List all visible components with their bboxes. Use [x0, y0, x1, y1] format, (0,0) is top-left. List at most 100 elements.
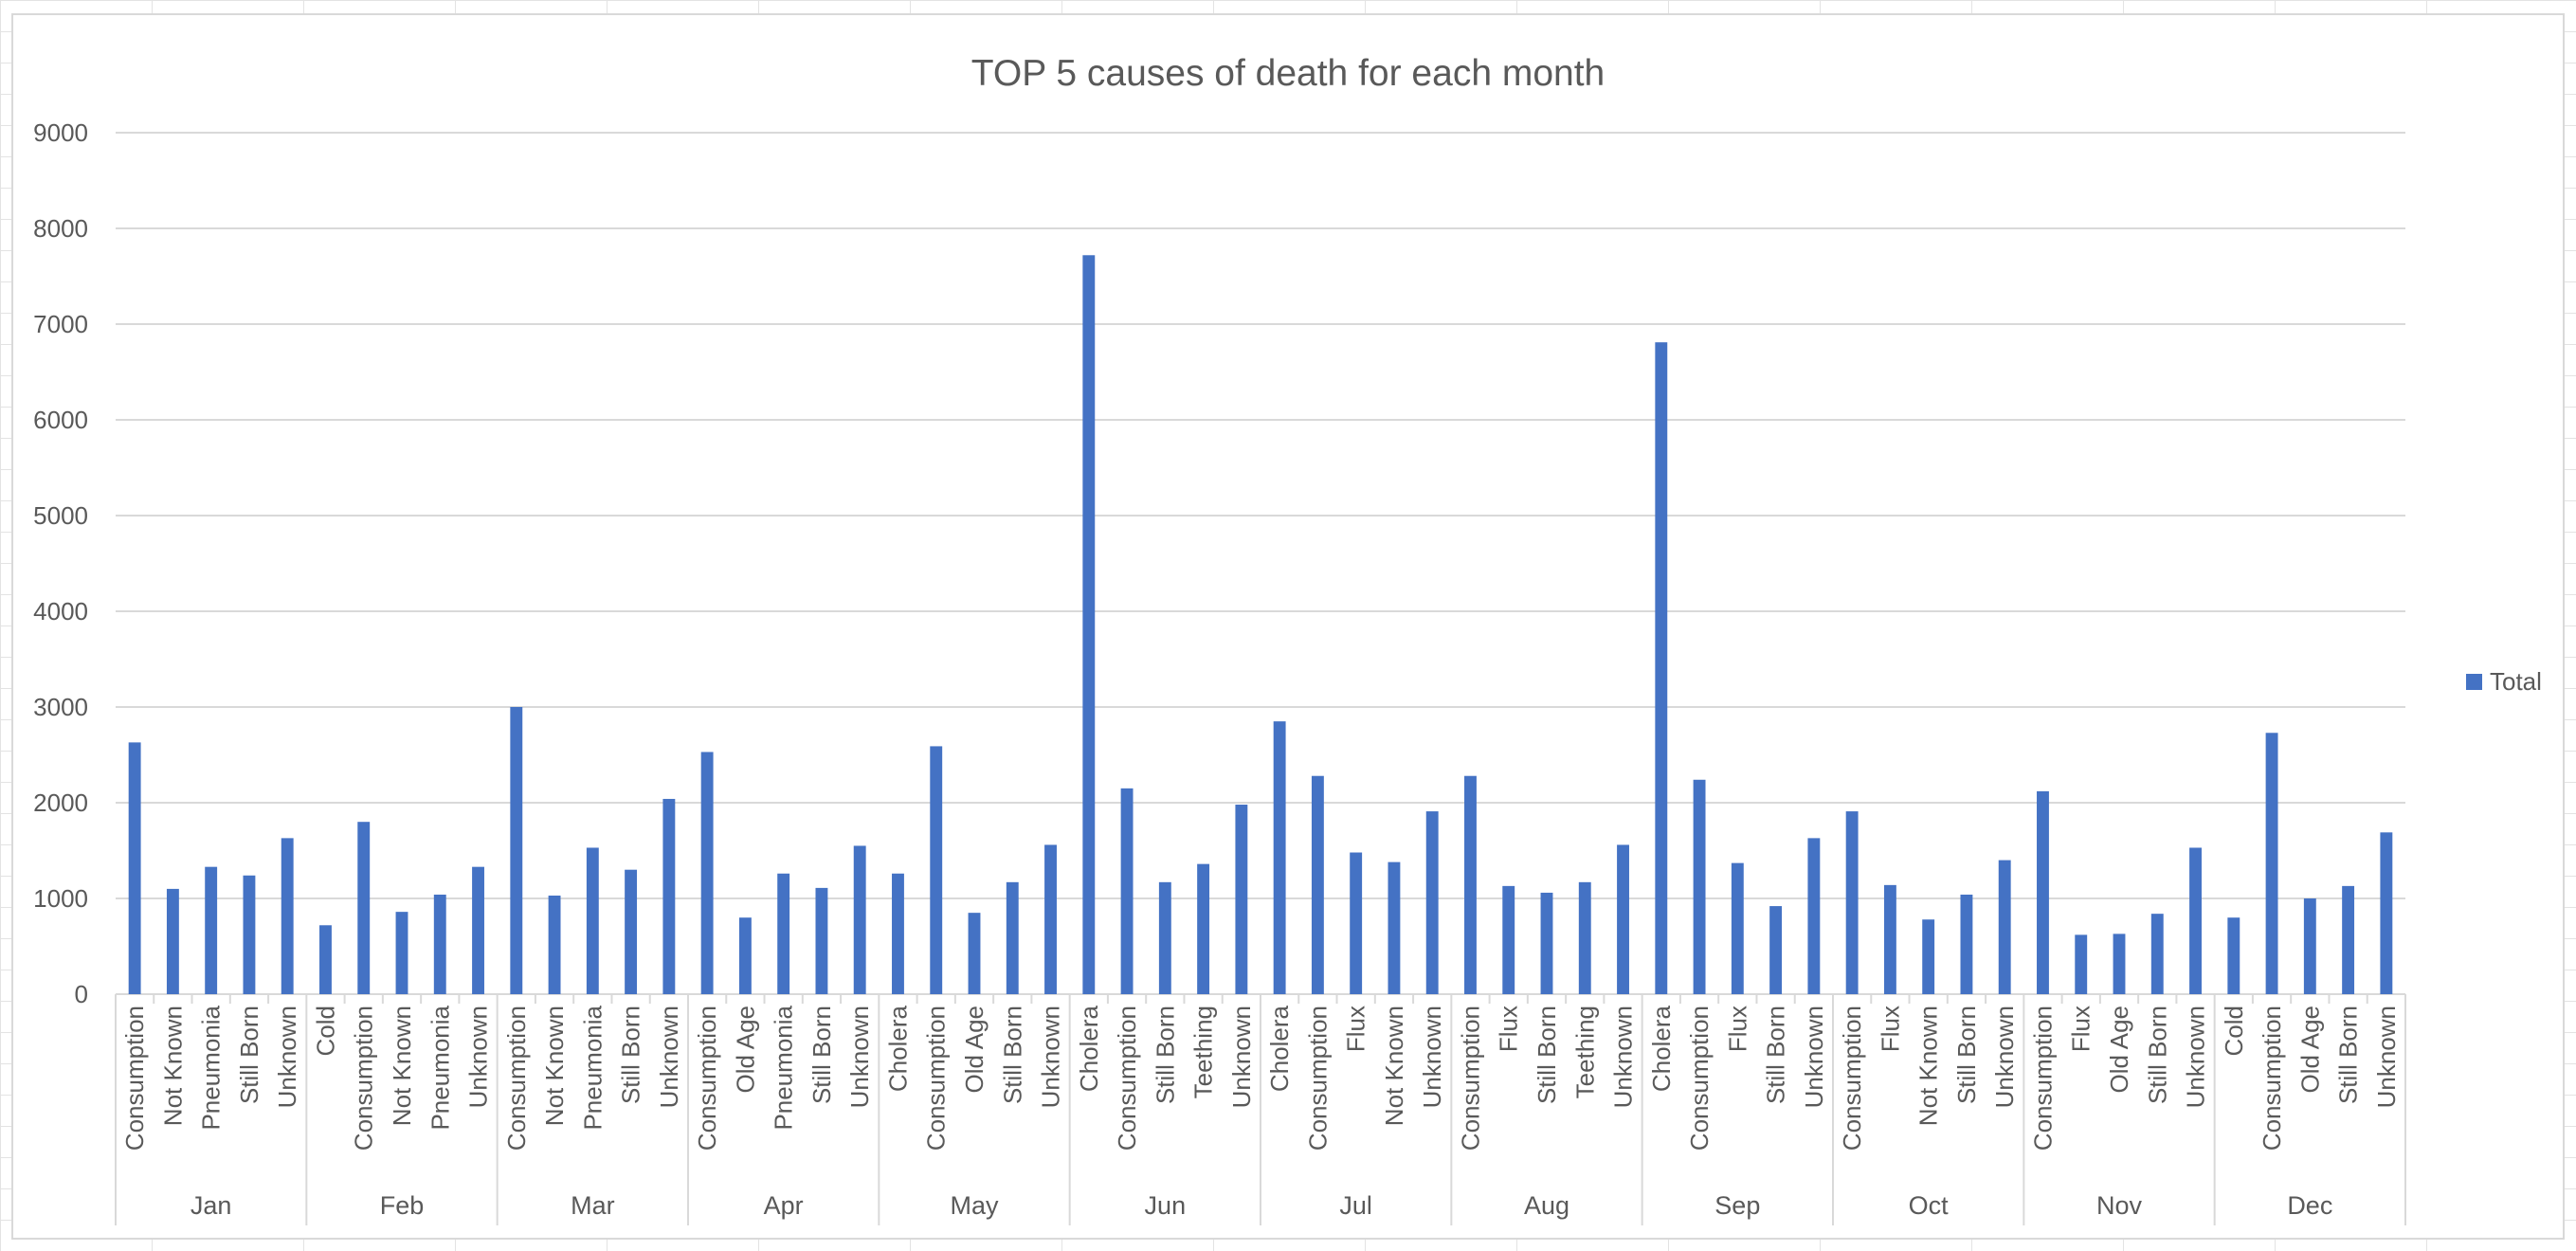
- bar-aug-3: [1578, 881, 1591, 994]
- y-tick-label: 5000: [33, 501, 88, 530]
- x-group-label-nov: Nov: [2096, 1191, 2143, 1220]
- x-category-label: Cholera: [1075, 1005, 1103, 1092]
- x-category-label: Old Age: [2105, 1006, 2133, 1094]
- x-category-label: Still Born: [2334, 1006, 2363, 1104]
- bar-oct-0: [1845, 811, 1859, 994]
- bar-aug-4: [1617, 844, 1629, 994]
- x-category-label: Unknown: [1800, 1006, 1828, 1108]
- bar-aug-1: [1502, 885, 1515, 994]
- bar-mar-0: [510, 707, 523, 994]
- bar-may-4: [1044, 844, 1057, 994]
- x-category-label: Not Known: [1914, 1006, 1943, 1126]
- x-category-label: Still Born: [1533, 1006, 1561, 1104]
- x-group-label-oct: Oct: [1909, 1191, 1950, 1220]
- x-category-label: Pneumonia: [770, 1005, 798, 1130]
- y-tick-label: 9000: [33, 118, 88, 147]
- x-category-label: Consumption: [1685, 1006, 1714, 1151]
- bar-nov-2: [2113, 934, 2126, 994]
- bar-mar-1: [548, 895, 561, 994]
- x-category-label: Unknown: [1990, 1006, 2019, 1108]
- bar-sep-3: [1769, 906, 1783, 994]
- x-category-label: Old Age: [731, 1006, 759, 1094]
- x-category-label: Cholera: [883, 1005, 912, 1092]
- x-group-label-may: May: [950, 1191, 999, 1220]
- x-category-label: Pneumonia: [197, 1005, 226, 1130]
- x-category-label: Cholera: [1647, 1005, 1676, 1092]
- bar-jul-2: [1350, 852, 1363, 994]
- x-group-label-aug: Aug: [1524, 1191, 1569, 1220]
- x-category-label: Not Known: [158, 1006, 187, 1126]
- x-category-label: Unknown: [2182, 1006, 2210, 1108]
- bar-oct-4: [1998, 860, 2011, 994]
- bar-may-2: [968, 913, 981, 994]
- legend-label-total: Total: [2490, 667, 2542, 696]
- bar-oct-3: [1960, 894, 1973, 994]
- bar-feb-2: [395, 912, 408, 994]
- x-group-label-jan: Jan: [190, 1191, 232, 1220]
- x-category-label: Still Born: [235, 1006, 263, 1104]
- bar-apr-4: [853, 845, 866, 994]
- x-group-label-feb: Feb: [380, 1191, 425, 1220]
- x-category-label: Unknown: [464, 1006, 493, 1108]
- x-category-label: Teething: [1570, 1006, 1599, 1098]
- bar-feb-1: [357, 822, 371, 994]
- x-group-label-jun: Jun: [1145, 1191, 1187, 1220]
- x-category-label: Flux: [1723, 1006, 1751, 1052]
- bar-jan-4: [281, 838, 294, 994]
- x-category-label: Cholera: [1265, 1005, 1294, 1092]
- x-category-label: Still Born: [998, 1006, 1026, 1104]
- x-category-label: Old Age: [960, 1006, 989, 1094]
- y-tick-label: 6000: [33, 406, 88, 434]
- bar-dec-3: [2342, 885, 2355, 994]
- x-category-label: Still Born: [807, 1006, 836, 1104]
- bar-nov-4: [2189, 847, 2202, 994]
- x-category-label: Still Born: [2143, 1006, 2171, 1104]
- y-tick-label: 4000: [33, 597, 88, 626]
- x-category-label: Consumption: [1456, 1006, 1484, 1151]
- chart-plot: 0 1000 2000 3000 4000 5000 6000 7000 8000 9000 Con…: [33, 118, 2406, 1225]
- bar-may-3: [1006, 881, 1019, 994]
- chart-area[interactable]: TOP 5 causes of death for each month 0 10…: [11, 13, 2565, 1240]
- bar-feb-3: [433, 894, 446, 994]
- x-category-label: Flux: [1495, 1006, 1523, 1052]
- bar-jun-1: [1120, 788, 1134, 994]
- bar-may-1: [930, 746, 943, 994]
- x-category-label: Consumption: [502, 1006, 531, 1151]
- x-category-label: Unknown: [1227, 1006, 1256, 1108]
- x-category-label: Consumption: [1113, 1006, 1141, 1151]
- x-group-label-jul: Jul: [1339, 1191, 1372, 1220]
- x-category-label: Unknown: [1418, 1006, 1446, 1108]
- y-tick-label: 2000: [33, 789, 88, 817]
- bar-mar-3: [625, 869, 638, 994]
- x-category-label: Flux: [1876, 1006, 1904, 1052]
- x-group-label-mar: Mar: [571, 1191, 615, 1220]
- bar-sep-1: [1693, 779, 1706, 994]
- x-category-label: Flux: [2067, 1006, 2095, 1052]
- bar-jul-4: [1425, 811, 1439, 994]
- bar-sep-0: [1655, 342, 1668, 994]
- x-category-label: Still Born: [1151, 1006, 1179, 1104]
- x-category-label: Consumption: [693, 1006, 721, 1151]
- x-category-label: Consumption: [1303, 1006, 1332, 1151]
- bar-nov-1: [2075, 934, 2088, 994]
- x-category-label: Unknown: [845, 1006, 874, 1108]
- x-group-label-dec: Dec: [2287, 1191, 2332, 1220]
- x-category-label: Consumption: [922, 1006, 951, 1151]
- bar-jul-1: [1311, 775, 1324, 994]
- x-category-label: Consumption: [120, 1006, 149, 1151]
- y-tick-label: 7000: [33, 310, 88, 338]
- bar-apr-2: [777, 873, 790, 994]
- chart-legend[interactable]: Total: [2466, 667, 2542, 697]
- x-category-label: Unknown: [1037, 1006, 1065, 1108]
- legend-swatch-total: [2466, 674, 2482, 690]
- y-tick-label: 3000: [33, 693, 88, 721]
- x-category-label: Consumption: [2258, 1006, 2286, 1151]
- x-category-label: Old Age: [2295, 1006, 2324, 1094]
- x-category-label: Teething: [1189, 1006, 1218, 1098]
- bar-oct-2: [1922, 919, 1935, 994]
- bar-apr-3: [815, 887, 828, 994]
- x-category-label: Consumption: [2028, 1006, 2057, 1151]
- bar-feb-4: [472, 866, 484, 994]
- x-category-label: Not Known: [1380, 1006, 1408, 1126]
- y-tick-label: 0: [75, 980, 88, 1008]
